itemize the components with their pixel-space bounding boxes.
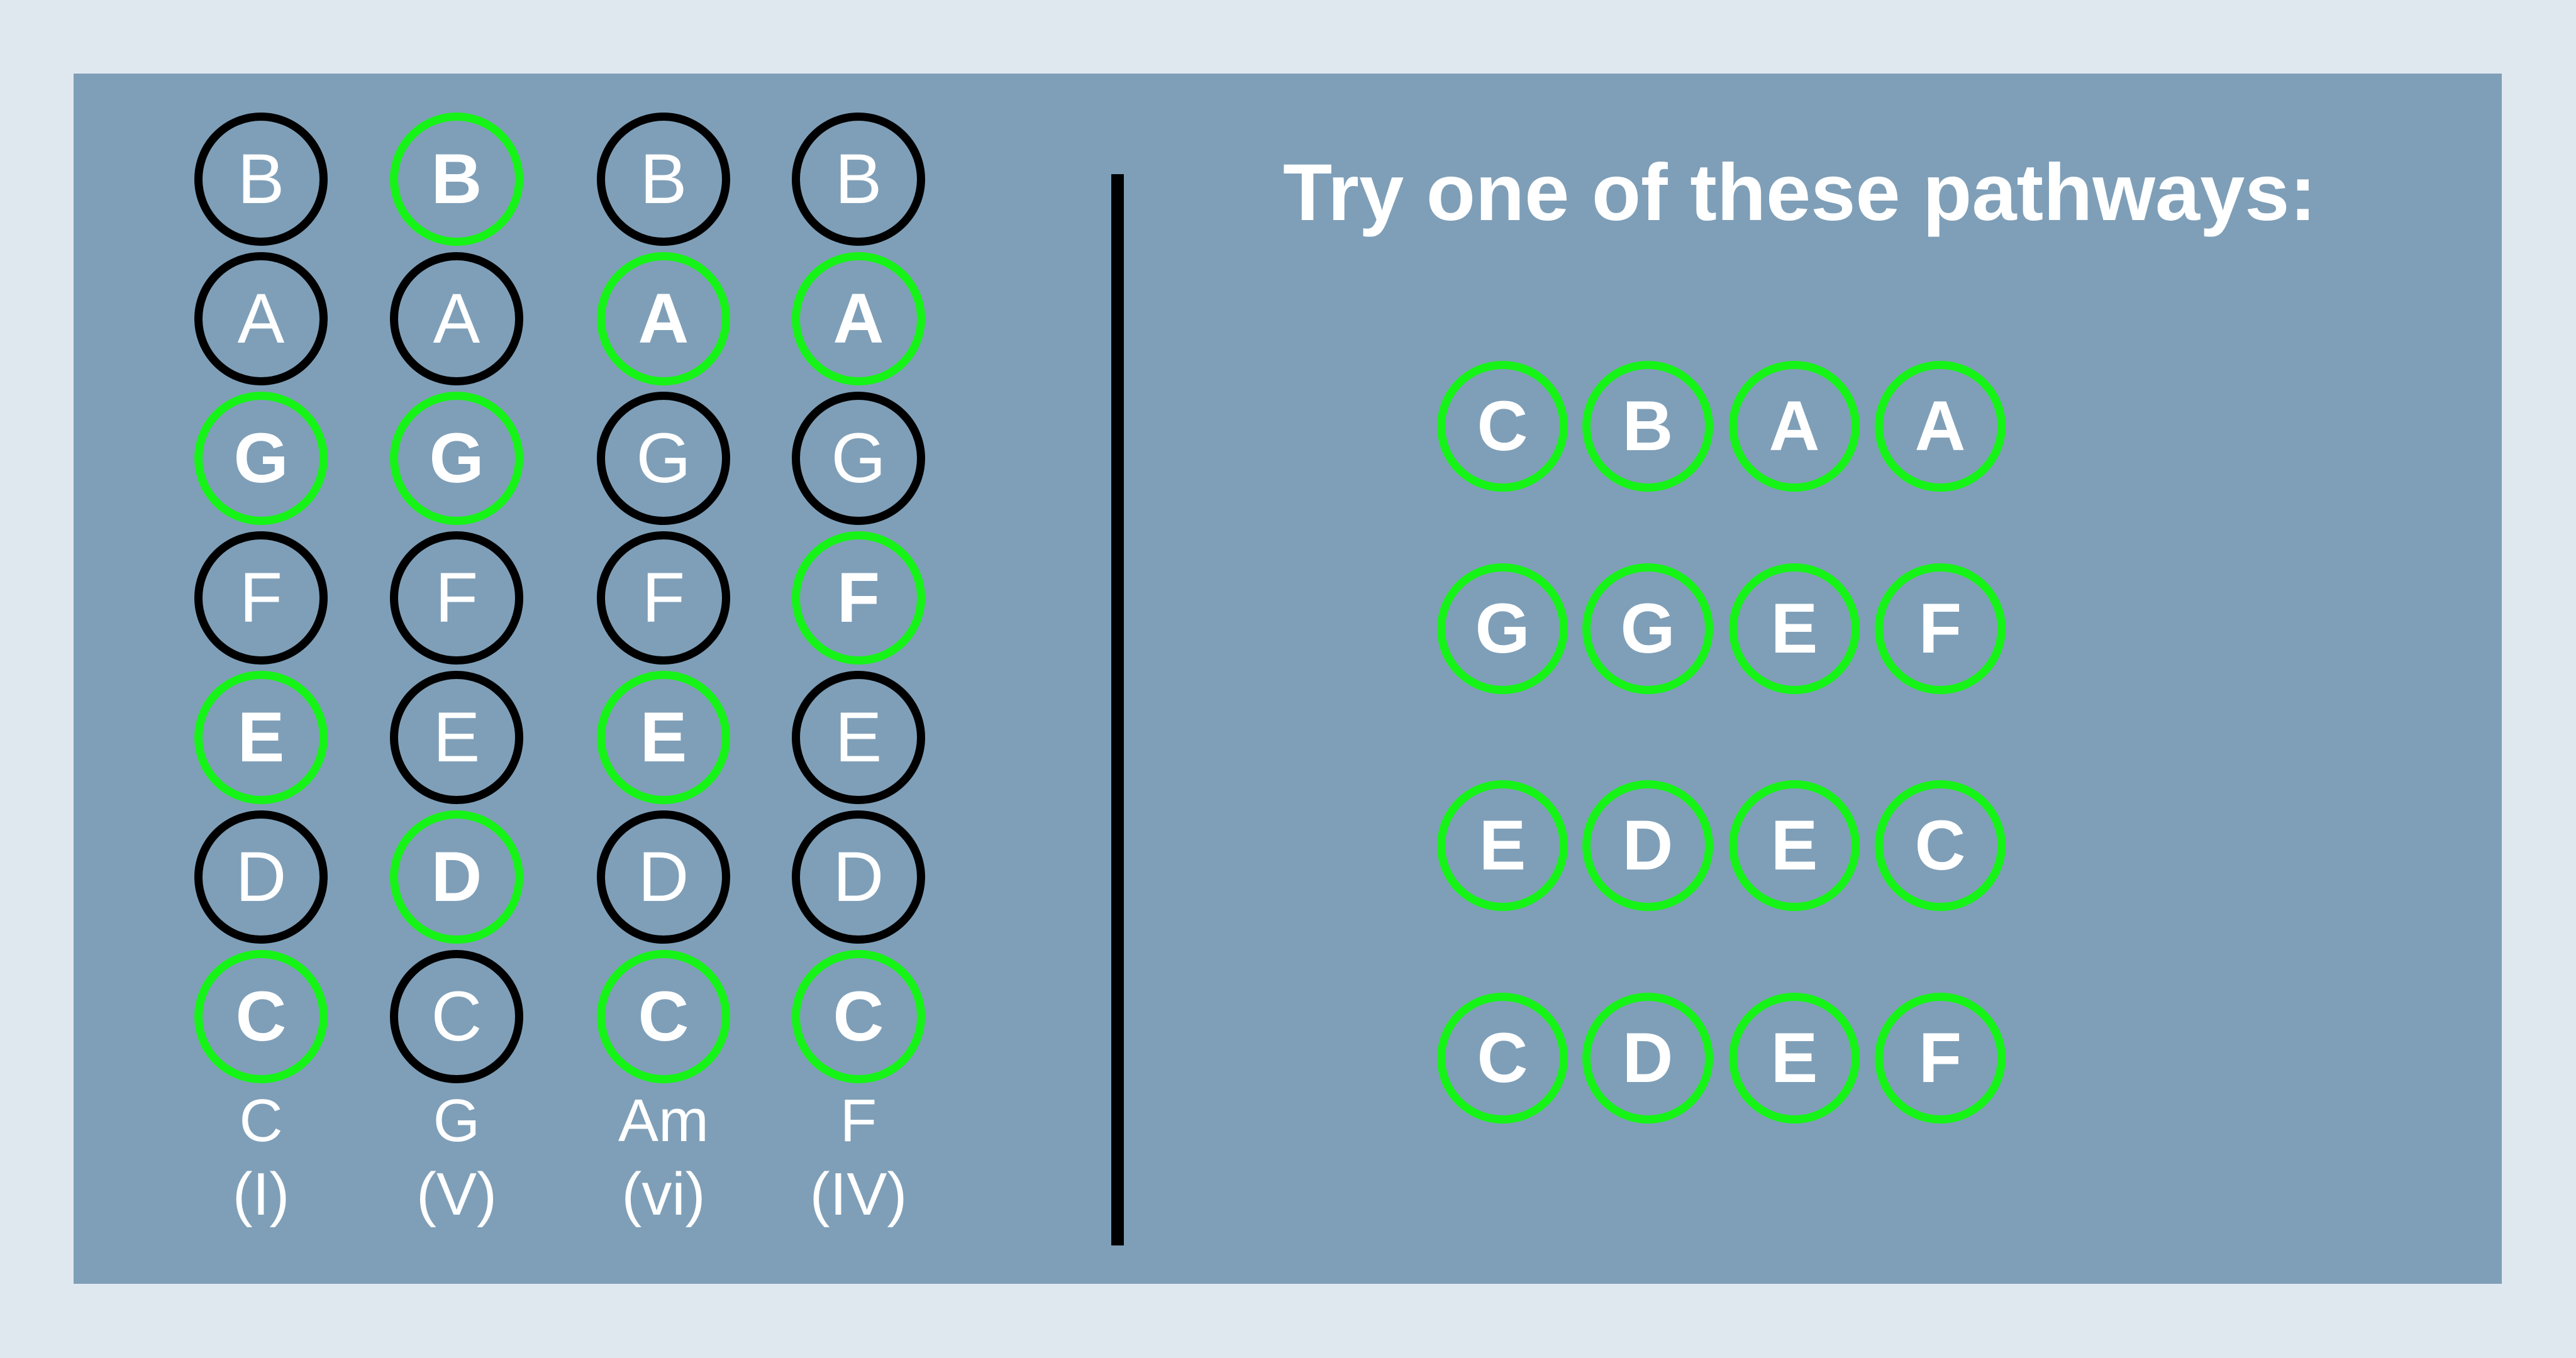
scale-note: F [597,531,730,665]
scale-note: A [194,252,328,385]
chord-numeral: (V) [416,1161,497,1228]
chord-tone-note: C [597,950,730,1083]
pathway-note: C [1437,361,1568,492]
chord-name: Am [618,1087,709,1154]
scale-note: D [597,810,730,944]
pathway-note: F [1875,993,2006,1123]
scale-note: B [194,113,328,246]
pathway-note: E [1729,563,1860,694]
pathway-note: B [1582,361,1713,492]
chord-tone-note: A [792,252,925,385]
scale-note: F [194,531,328,665]
pathway-note: A [1875,361,2006,492]
scale-note: G [792,392,925,525]
chord-tone-note: A [597,252,730,385]
scale-note: E [390,671,523,804]
section-divider [1111,174,1124,1245]
scale-note: C [390,950,523,1083]
chord-name: F [840,1087,877,1154]
scale-note: B [597,113,730,246]
pathway-note: D [1582,780,1713,911]
chord-name: G [433,1087,480,1154]
pathway-note: F [1875,563,2006,694]
scale-note: D [194,810,328,944]
pathway-note: E [1437,780,1568,911]
scale-note: D [792,810,925,944]
chord-tone-note: C [194,950,328,1083]
chord-tone-note: B [390,113,523,246]
pathway-note: E [1729,993,1860,1123]
chord-numeral: (vi) [621,1161,706,1228]
pathway-note: E [1729,780,1860,911]
chord-numeral: (IV) [809,1161,908,1228]
chord-tone-note: F [792,531,925,665]
scale-note: E [792,671,925,804]
chord-numeral: (I) [232,1161,290,1228]
chord-tone-note: G [194,392,328,525]
chord-tone-note: E [597,671,730,804]
chord-name: C [239,1087,283,1154]
scale-note: A [390,252,523,385]
chord-tone-note: G [390,392,523,525]
pathways-heading: Try one of these pathways: [1283,148,2317,238]
chord-tone-note: D [390,810,523,944]
chord-tone-note: E [194,671,328,804]
pathway-note: G [1582,563,1713,694]
pathway-note: C [1875,780,2006,911]
pathway-note: G [1437,563,1568,694]
scale-note: B [792,113,925,246]
chord-tone-note: C [792,950,925,1083]
pathway-note: A [1729,361,1860,492]
scale-note: F [390,531,523,665]
scale-note: G [597,392,730,525]
pathway-note: C [1437,993,1568,1123]
pathway-note: D [1582,993,1713,1123]
